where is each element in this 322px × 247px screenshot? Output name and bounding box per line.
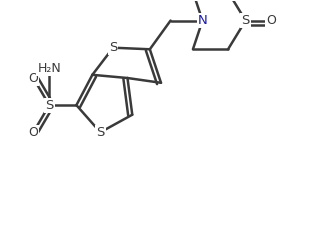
Text: O: O <box>28 126 38 139</box>
Text: O: O <box>28 72 38 84</box>
Text: S: S <box>242 14 250 27</box>
Text: S: S <box>109 41 117 54</box>
Text: S: S <box>45 99 53 112</box>
Text: O: O <box>266 14 276 27</box>
Text: H₂N: H₂N <box>37 62 61 75</box>
Text: S: S <box>96 126 105 139</box>
Text: N: N <box>198 14 207 27</box>
